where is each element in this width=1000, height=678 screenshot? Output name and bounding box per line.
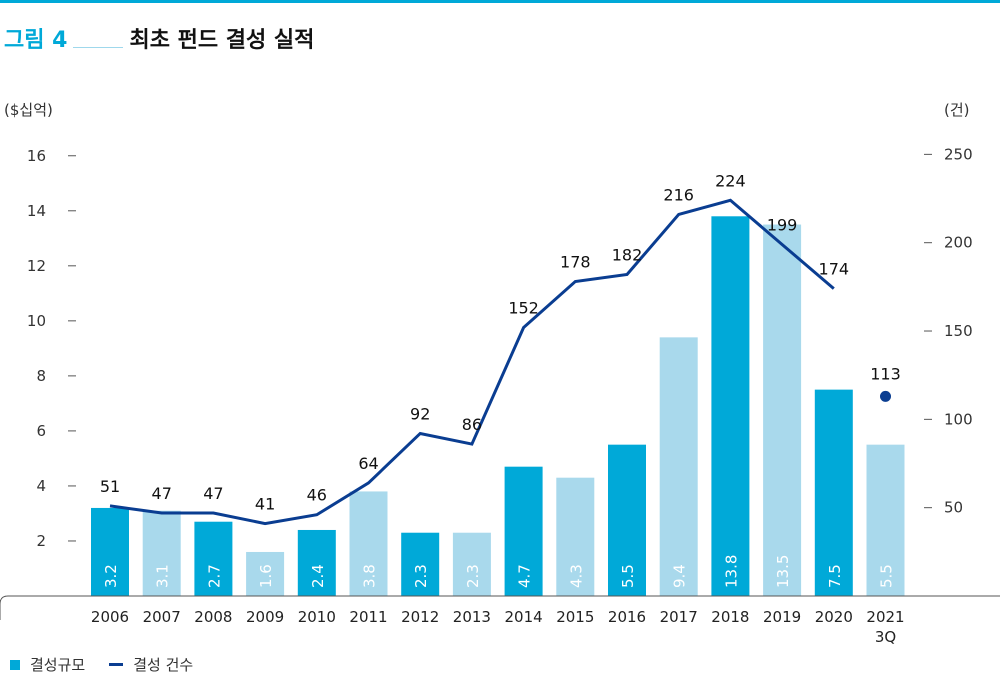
legend: 결성규모 결성 건수 — [10, 654, 217, 675]
bar-value-label: 3.2 — [102, 564, 120, 588]
figure-header: 그림 4 최초 펀드 결성 실적 — [4, 22, 314, 54]
bar-value-label: 5.5 — [878, 564, 896, 588]
right-axis-tick-label: 250 — [944, 145, 973, 163]
x-tick-label: 2009 — [246, 608, 284, 626]
legend-item-line: 결성 건수 — [109, 654, 193, 675]
left-axis-tick-label: 14 — [27, 202, 46, 220]
line-value-label: 47 — [152, 484, 172, 503]
right-axis-tick-label: 50 — [944, 499, 963, 517]
line-marker-point — [880, 390, 891, 402]
bar — [246, 551, 285, 596]
bar — [866, 444, 905, 596]
line-value-label: 64 — [358, 454, 378, 473]
line-value-label: 152 — [508, 298, 539, 317]
x-axis-baseline — [0, 595, 1000, 620]
figure-label-underline — [73, 47, 124, 48]
chart-title: 최초 펀드 결성 실적 — [129, 28, 315, 53]
x-tick-label: 2015 — [556, 608, 594, 626]
bar — [659, 337, 698, 596]
x-tick-label: 2014 — [505, 608, 543, 626]
left-axis-tick-label: 4 — [36, 477, 46, 495]
x-tick-label: 2010 — [298, 608, 336, 626]
x-tick-label: 2020 — [815, 608, 853, 626]
x-tick-label: 2019 — [763, 608, 801, 626]
legend-label-bars: 결성규모 — [30, 656, 86, 674]
bar — [763, 224, 802, 596]
bar — [297, 529, 336, 596]
line-marker-label: 113 — [870, 364, 901, 383]
left-axis-tick-label: 6 — [36, 422, 46, 440]
line-value-label: 182 — [612, 245, 643, 264]
line-series — [109, 198, 835, 526]
line-value-label: 199 — [767, 215, 798, 234]
x-tick-label: 2018 — [711, 608, 749, 626]
legend-swatch-line — [109, 663, 124, 666]
bar-value-label: 2.7 — [205, 564, 223, 588]
bar-value-label: 4.3 — [567, 564, 585, 588]
bar — [504, 466, 543, 596]
line-value-label: 174 — [819, 260, 850, 279]
line-value-label: 41 — [255, 495, 275, 514]
line-value-label: 92 — [410, 404, 430, 423]
top-rule — [0, 0, 1000, 3]
bar — [401, 532, 440, 596]
right-axis-tick-label: 100 — [944, 410, 973, 428]
right-axis-tick-label: 150 — [944, 322, 973, 340]
bar-value-label: 2.4 — [309, 564, 327, 588]
bar-value-label: 13.8 — [722, 555, 740, 588]
right-axis-tick-label: 200 — [944, 234, 973, 252]
bar-value-label: 3.8 — [361, 564, 379, 588]
x-tick-label: 2017 — [660, 608, 698, 626]
bar-value-label: 1.6 — [257, 564, 275, 588]
x-tick-label: 2011 — [349, 608, 387, 626]
bar — [142, 510, 181, 596]
bar-value-label: 9.4 — [671, 564, 689, 588]
bar-value-label: 3.1 — [154, 564, 172, 588]
left-axis-tick-label: 8 — [36, 367, 46, 385]
left-axis-unit: ($십억) — [4, 101, 53, 119]
x-tick-label: 2012 — [401, 608, 439, 626]
line-value-label: 51 — [100, 477, 120, 496]
bar-value-label: 4.7 — [516, 564, 534, 588]
bar — [711, 216, 750, 597]
x-tick-label: 2021 3Q — [866, 608, 904, 646]
legend-item-bars: 결성규모 — [10, 654, 85, 675]
bar-value-label: 5.5 — [619, 564, 637, 588]
bar-value-label: 2.3 — [464, 564, 482, 588]
bar — [556, 477, 595, 596]
bar-value-label: 2.3 — [412, 564, 430, 588]
bar — [194, 521, 233, 596]
bar — [349, 491, 388, 596]
legend-label-line: 결성 건수 — [133, 656, 194, 674]
x-tick-label: 2013 — [453, 608, 491, 626]
line-value-label: 47 — [203, 484, 223, 503]
line-value-label: 178 — [560, 253, 591, 272]
left-axis-tick-label: 12 — [27, 257, 46, 275]
left-axis-tick-label: 16 — [27, 147, 46, 165]
bar-value-label: 13.5 — [774, 555, 792, 588]
line-value-label: 86 — [462, 415, 482, 434]
figure-label: 그림 4 — [4, 28, 68, 53]
line-value-label: 224 — [715, 171, 746, 190]
bar — [814, 389, 853, 596]
legend-swatch-bars — [10, 659, 20, 670]
left-axis-tick-label: 10 — [27, 312, 46, 330]
line-value-label: 46 — [307, 486, 327, 505]
bar — [608, 444, 646, 596]
left-axis-tick-label: 2 — [36, 532, 46, 550]
x-tick-label: 2007 — [143, 608, 181, 626]
bar — [91, 507, 129, 596]
bar-value-label: 7.5 — [826, 564, 844, 588]
bar — [452, 532, 491, 596]
right-axis-unit: (건) — [944, 101, 970, 119]
x-tick-label: 2008 — [194, 608, 232, 626]
x-tick-label: 2016 — [608, 608, 646, 626]
line-value-label: 216 — [663, 185, 694, 204]
x-tick-label: 2006 — [91, 608, 129, 626]
